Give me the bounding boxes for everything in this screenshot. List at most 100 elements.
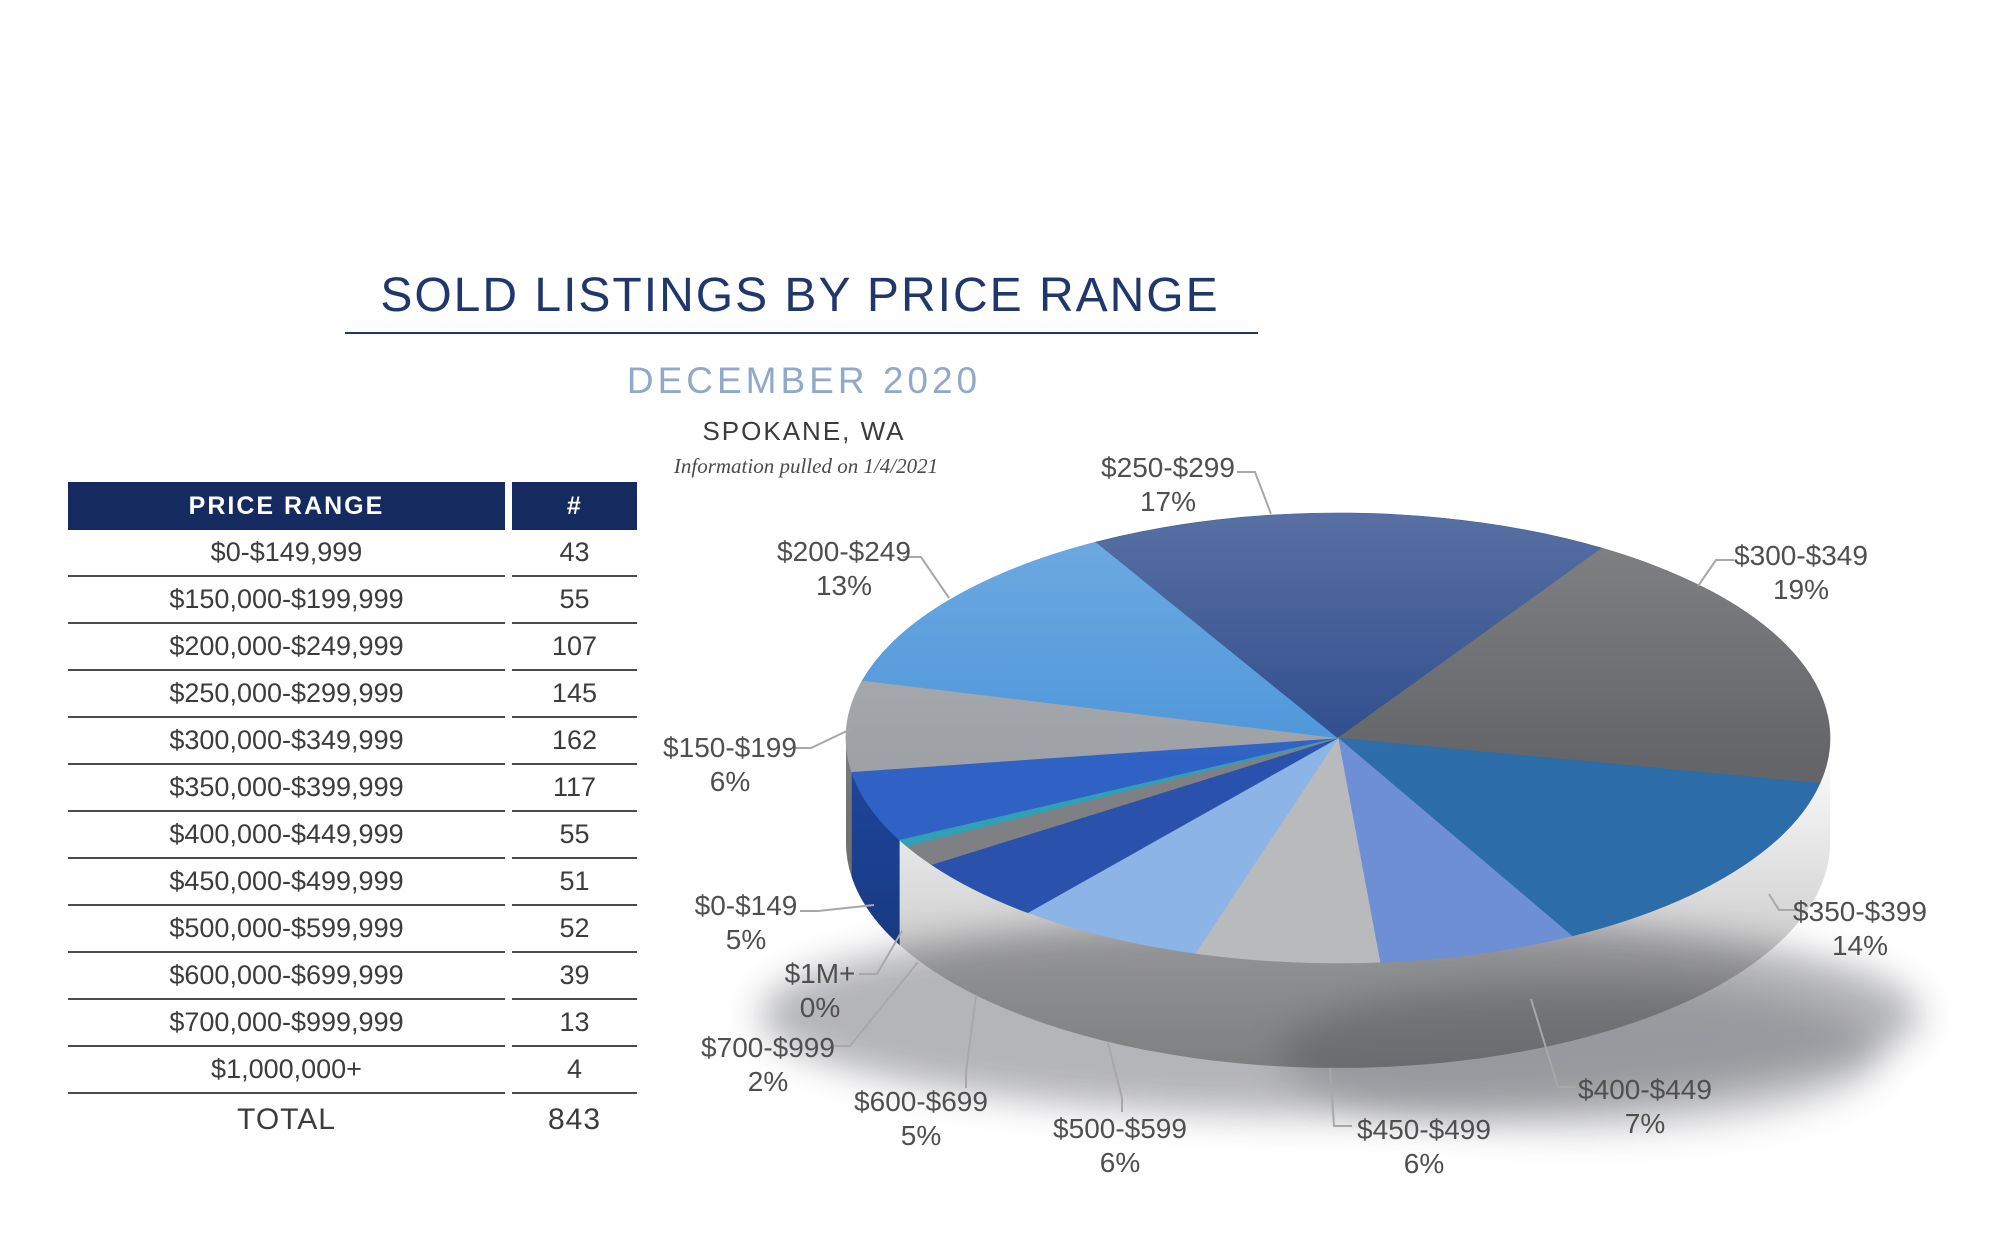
price-range-cell: $700,000-$999,999 [68, 1000, 505, 1047]
pie-label-range: $600-$699 [854, 1086, 988, 1117]
table-row: $600,000-$699,999 39 [68, 953, 637, 1000]
total-label: TOTAL [237, 1103, 336, 1136]
table-body: $0-$149,999 43 $150,000-$199,999 55 $200,000… [68, 530, 637, 1094]
count-header: # [512, 482, 637, 530]
pie-label-range: $400-$449 [1578, 1074, 1712, 1105]
price-range-cell: $400,000-$449,999 [68, 812, 505, 859]
pie-label-range: $200-$249 [777, 536, 911, 567]
pie-label-percent: 5% [725, 924, 767, 955]
pie-label-$400-$449: $400-$449 7% [1578, 1073, 1712, 1141]
location-label: SPOKANE, WA [702, 416, 906, 446]
table-row: $700,000-$999,999 13 [68, 1000, 637, 1047]
price-range-cell: $150,000-$199,999 [68, 577, 505, 624]
count-cell: 4 [512, 1047, 637, 1094]
pie-top-sheen [846, 513, 1830, 963]
table-header-row: PRICE RANGE # [68, 482, 637, 530]
count-cell: 43 [512, 530, 637, 577]
pie-label-$0-$149: $0-$149 5% [695, 889, 798, 957]
pie-label-range: $500-$599 [1053, 1113, 1187, 1144]
page-subtitle: DECEMBER 2020 [626, 360, 982, 401]
total-count: 843 [547, 1103, 602, 1136]
price-range-cell: $500,000-$599,999 [68, 906, 505, 953]
table-row: $250,000-$299,999 145 [68, 671, 637, 718]
pie-label-$200-$249: $200-$249 13% [777, 535, 911, 603]
pie-label-$150-$199: $150-$199 6% [663, 731, 797, 799]
pie-label-percent: 6% [1403, 1148, 1445, 1179]
count-cell: 145 [512, 671, 637, 718]
pie-label-percent: 6% [709, 766, 751, 797]
pie-label-$700-$999: $700-$999 2% [701, 1031, 835, 1099]
table-row: $350,000-$399,999 117 [68, 765, 637, 812]
pie-skirt-shading [846, 738, 1830, 1068]
pie-label-percent: 17% [1139, 486, 1197, 517]
count-cell: 117 [512, 765, 637, 812]
leader-line-$1M+ [859, 930, 903, 975]
count-cell: 39 [512, 953, 637, 1000]
pie-label-percent: 14% [1831, 930, 1889, 961]
leader-line-$600-$699 [965, 995, 977, 1088]
price-range-cell: $350,000-$399,999 [68, 765, 505, 812]
pie-label-$1M+: $1M+ 0% [785, 957, 856, 1025]
pie-label-range: $300-$349 [1734, 540, 1868, 571]
count-cell: 52 [512, 906, 637, 953]
pie-label-range: $0-$149 [694, 890, 798, 921]
count-cell: 13 [512, 1000, 637, 1047]
table-row: $500,000-$599,999 52 [68, 906, 637, 953]
price-range-cell: $200,000-$249,999 [68, 624, 505, 671]
price-range-cell: $0-$149,999 [68, 530, 505, 577]
table-row: $450,000-$499,999 51 [68, 859, 637, 906]
pie-label-$600-$699: $600-$699 5% [854, 1085, 988, 1153]
count-cell: 55 [512, 812, 637, 859]
price-range-cell: $300,000-$349,999 [68, 718, 505, 765]
leader-line-$350-$399 [1768, 893, 1797, 911]
pie-label-$500-$599: $500-$599 6% [1053, 1112, 1187, 1180]
table-row: $400,000-$449,999 55 [68, 812, 637, 859]
table-total-row: TOTAL 843 [68, 1094, 637, 1146]
table-row: $1,000,000+ 4 [68, 1047, 637, 1094]
pie-label-$250-$299: $250-$299 17% [1101, 451, 1235, 519]
pie-label-percent: 7% [1624, 1108, 1666, 1139]
table-row: $0-$149,999 43 [68, 530, 637, 577]
title-underline [345, 332, 1258, 334]
count-cell: 162 [512, 718, 637, 765]
pie-label-range: $1M+ [784, 958, 856, 989]
pie-label-percent: 19% [1772, 574, 1830, 605]
table-row: $200,000-$249,999 107 [68, 624, 637, 671]
pie-label-percent: 2% [747, 1066, 789, 1097]
pie-label-range: $700-$999 [701, 1032, 835, 1063]
pie-label-range: $450-$499 [1357, 1114, 1491, 1145]
price-range-cell: $250,000-$299,999 [68, 671, 505, 718]
info-note: Information pulled on 1/4/2021 [673, 454, 939, 478]
price-range-table: PRICE RANGE # $0-$149,999 43 $150,000-$199… [68, 482, 637, 1146]
price-range-header: PRICE RANGE [68, 482, 505, 530]
leader-line-$250-$299 [1237, 471, 1272, 515]
leader-line-$150-$199 [793, 728, 852, 749]
pie-label-percent: 5% [900, 1120, 942, 1151]
pie-label-percent: 0% [799, 992, 841, 1023]
price-range-cell: $600,000-$699,999 [68, 953, 505, 1000]
pie-label-range: $350-$399 [1793, 896, 1927, 927]
pie-label-percent: 13% [815, 570, 873, 601]
table-row: $300,000-$349,999 162 [68, 718, 637, 765]
count-cell: 55 [512, 577, 637, 624]
leader-line-$450-$499 [1329, 1067, 1352, 1127]
pie-label-$450-$499: $450-$499 6% [1357, 1113, 1491, 1181]
table-row: $150,000-$199,999 55 [68, 577, 637, 624]
leader-line-$200-$249 [903, 556, 950, 599]
count-cell: 51 [512, 859, 637, 906]
leader-line-$300-$349 [1697, 559, 1734, 587]
pie-label-range: $250-$299 [1101, 452, 1235, 483]
price-range-cell: $1,000,000+ [68, 1047, 505, 1094]
pie-label-$300-$349: $300-$349 19% [1734, 539, 1868, 607]
page-title: SOLD LISTINGS BY PRICE RANGE [380, 269, 1220, 322]
leader-line-$400-$449 [1530, 998, 1576, 1088]
leader-line-$0-$149 [800, 904, 875, 912]
price-range-cell: $450,000-$499,999 [68, 859, 505, 906]
pie-label-$350-$399: $350-$399 14% [1793, 895, 1927, 963]
leader-line-$700-$999 [832, 961, 919, 1047]
pie-label-range: $150-$199 [663, 732, 797, 763]
count-cell: 107 [512, 624, 637, 671]
leader-lines [793, 471, 1797, 1127]
